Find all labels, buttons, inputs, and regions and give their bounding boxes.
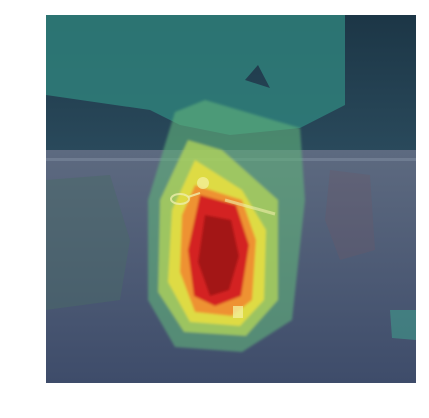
foot (233, 306, 243, 318)
overlay-right (325, 170, 375, 260)
overlay-left (46, 175, 130, 310)
overlay-teal (46, 15, 345, 135)
arm (187, 192, 201, 198)
contour-darkred (198, 215, 239, 296)
player-head (197, 177, 209, 189)
photo (46, 15, 416, 383)
player (170, 177, 276, 318)
racket (170, 193, 190, 205)
arm (224, 198, 276, 216)
overlay-corner (390, 310, 416, 340)
heat-contours (148, 100, 305, 352)
